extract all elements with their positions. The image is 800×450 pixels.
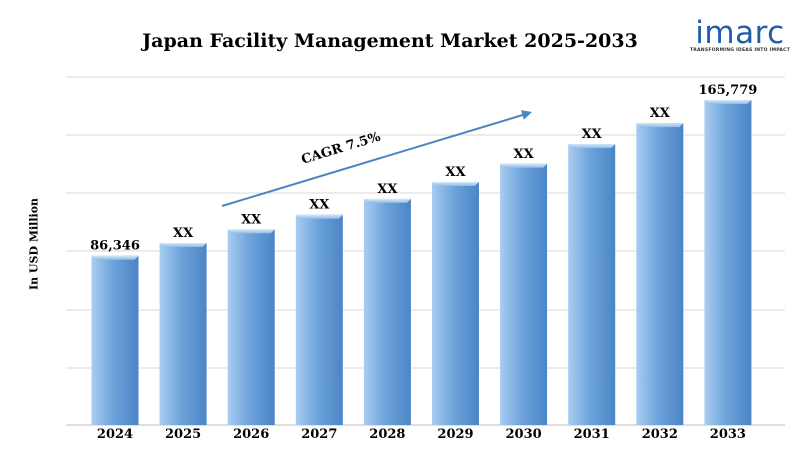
bar-bevel-2031	[568, 144, 616, 149]
x-tick-2025: 2025	[165, 427, 201, 442]
x-tick-2024: 2024	[97, 427, 133, 442]
x-tick-2028: 2028	[369, 427, 405, 442]
data-label-2028: XX	[377, 182, 398, 197]
bar-bevel-2032	[636, 123, 684, 128]
x-tick-2031: 2031	[574, 427, 610, 442]
bar-2030	[500, 163, 548, 426]
bar-2028	[363, 198, 411, 425]
bar-bevel-2027	[295, 214, 343, 219]
bar-2024	[91, 255, 139, 425]
bar-2029	[432, 181, 479, 425]
data-label-2033: 165,779	[698, 83, 757, 98]
logo-tagline: TRANSFORMING IDEAS INTO IMPACT	[689, 48, 791, 53]
x-tick-2032: 2032	[642, 427, 678, 442]
x-tick-2027: 2027	[301, 427, 337, 442]
bar-bevel-2028	[363, 198, 411, 203]
data-label-2026: XX	[241, 212, 262, 227]
bar-bevel-2024	[91, 255, 139, 260]
bar-2026	[227, 229, 275, 425]
bar-bevel-2026	[227, 229, 275, 234]
x-tick-2030: 2030	[506, 427, 542, 442]
data-label-2029: XX	[445, 165, 466, 180]
bar-bevel-2033	[704, 100, 752, 104]
x-tick-2029: 2029	[437, 427, 473, 442]
bar-2027	[295, 214, 343, 425]
data-label-2027: XX	[309, 198, 330, 213]
bar-bevel-2025	[159, 243, 207, 248]
cagr-arrow-line	[221, 113, 527, 207]
x-tick-2033: 2033	[710, 427, 746, 442]
bar-2031	[568, 144, 616, 426]
bar-2025	[159, 243, 207, 425]
chart-title: Japan Facility Management Market 2025-20…	[142, 30, 638, 52]
bar-bevel-2030	[500, 163, 548, 168]
data-label-2025: XX	[173, 226, 194, 241]
logo-word: imarc	[695, 15, 785, 51]
imarc-logo: imarc TRANSFORMING IDEAS INTO IMPACT	[688, 15, 792, 54]
bar-bevel-2029	[432, 181, 479, 186]
data-label-2032: XX	[650, 106, 671, 121]
x-tick-2026: 2026	[233, 427, 269, 442]
bar-2033	[704, 100, 752, 425]
bar-2032	[636, 123, 684, 425]
cagr-arrow-head	[520, 110, 532, 120]
data-label-2024: 86,346	[90, 239, 140, 254]
data-label-2030: XX	[514, 147, 535, 162]
data-label-2031: XX	[582, 127, 603, 142]
